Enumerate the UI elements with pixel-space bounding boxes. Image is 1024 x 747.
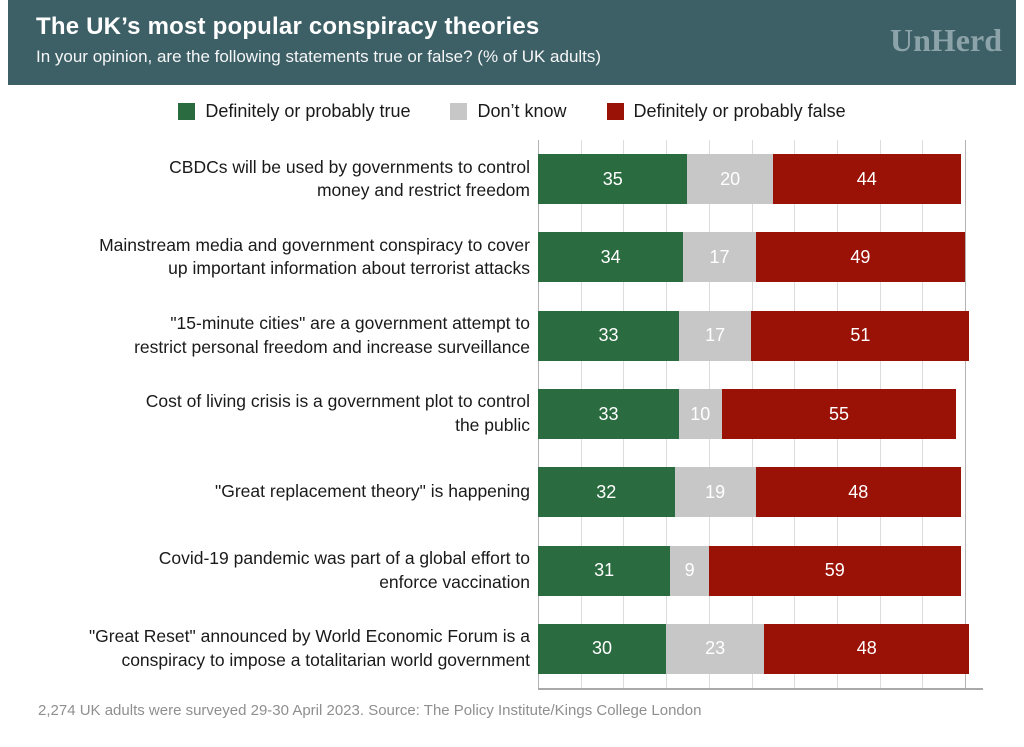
unherd-logo: UnHerd: [890, 22, 1002, 58]
category-label: Cost of living crisis is a government pl…: [145, 391, 530, 435]
bar-segment: 9: [670, 545, 709, 596]
segment-value: 9: [684, 560, 695, 581]
segment-value: 33: [598, 403, 619, 424]
bar-segment: 55: [721, 389, 957, 439]
segment-value: 19: [705, 481, 726, 502]
segment-value: 30: [592, 638, 613, 659]
stacked-bar: 32 19 48: [538, 467, 961, 518]
segment-value: 33: [598, 325, 619, 346]
bar-segment: 17: [683, 232, 756, 283]
legend-swatch-icon: [606, 103, 624, 120]
legend-swatch-icon: [450, 103, 468, 120]
bar-segment: 19: [674, 467, 756, 518]
segment-value: 55: [829, 403, 850, 424]
bar-segment: 49: [755, 232, 965, 283]
segment-value: 44: [856, 168, 877, 189]
bar-segment: 34: [538, 232, 684, 283]
page-subtitle: In your opinion, are the following state…: [36, 47, 602, 67]
stacked-bar: 33 17 51: [538, 310, 970, 361]
category-label: Mainstream media and government conspira…: [99, 234, 530, 279]
legend-item: Don’t know: [450, 101, 567, 122]
segment-value: 10: [690, 403, 711, 424]
stacked-bar: 34 17 49: [538, 232, 965, 283]
stacked-bar: 30 23 48: [538, 623, 970, 674]
bar-segment: 23: [666, 623, 765, 674]
source-note: 2,274 UK adults were surveyed 29-30 Apri…: [38, 702, 702, 719]
segment-value: 48: [856, 638, 877, 659]
bar-segment: 48: [755, 467, 961, 518]
category-label: "Great Reset" announced by World Economi…: [88, 626, 530, 670]
category-label: "15-minute cities" are a government atte…: [134, 313, 530, 357]
legend-item: Definitely or probably true: [178, 101, 410, 122]
header-banner: The UK’s most popular conspiracy theorie…: [8, 0, 1016, 85]
segment-value: 34: [600, 246, 621, 267]
legend-item-label: Definitely or probably true: [205, 101, 411, 121]
bar-segment: 35: [538, 154, 688, 205]
legend-item: Definitely or probably false: [606, 101, 846, 122]
legend-item-label: Don’t know: [477, 101, 567, 121]
category-label: Covid-19 pandemic was part of a global e…: [158, 547, 530, 592]
bar-segment: 51: [751, 310, 970, 361]
bar-segment: 30: [538, 623, 667, 674]
segment-value: 23: [705, 638, 726, 659]
segment-value: 20: [720, 168, 741, 189]
bar-segment: 44: [772, 154, 961, 205]
segment-value: 35: [602, 168, 623, 189]
legend-swatch-icon: [178, 103, 196, 120]
bar-segment: 48: [764, 623, 970, 674]
bar-segment: 33: [538, 389, 679, 439]
category-label: "Great replacement theory" is happening: [215, 481, 530, 502]
bar-segment: 59: [708, 545, 961, 596]
gridline: [965, 140, 966, 688]
segment-value: 49: [850, 246, 871, 267]
category-label: CBDCs will be used by governments to con…: [169, 156, 530, 201]
bar-segment: 20: [687, 154, 773, 205]
x-axis-line: [538, 688, 983, 690]
bar-segment: 32: [538, 467, 675, 518]
segment-value: 59: [824, 560, 845, 581]
bar-segment: 33: [538, 310, 679, 361]
segment-value: 31: [594, 560, 615, 581]
segment-value: 32: [596, 481, 617, 502]
bar-segment: 17: [678, 310, 752, 361]
segment-value: 51: [850, 325, 871, 346]
bar-segment: 10: [678, 389, 722, 439]
legend-item-label: Definitely or probably false: [633, 101, 846, 121]
chart-legend: Definitely or probably true Don’t know D…: [0, 101, 1024, 122]
bar-segment: 31: [538, 545, 671, 596]
stacked-bar: 31 9 59: [538, 545, 961, 596]
page-title: The UK’s most popular conspiracy theorie…: [36, 13, 540, 40]
stacked-bar: 33 10 55: [538, 389, 957, 439]
segment-value: 48: [848, 481, 869, 502]
segment-value: 17: [705, 325, 726, 346]
stacked-bar: 35 20 44: [538, 154, 961, 205]
segment-value: 17: [709, 246, 730, 267]
